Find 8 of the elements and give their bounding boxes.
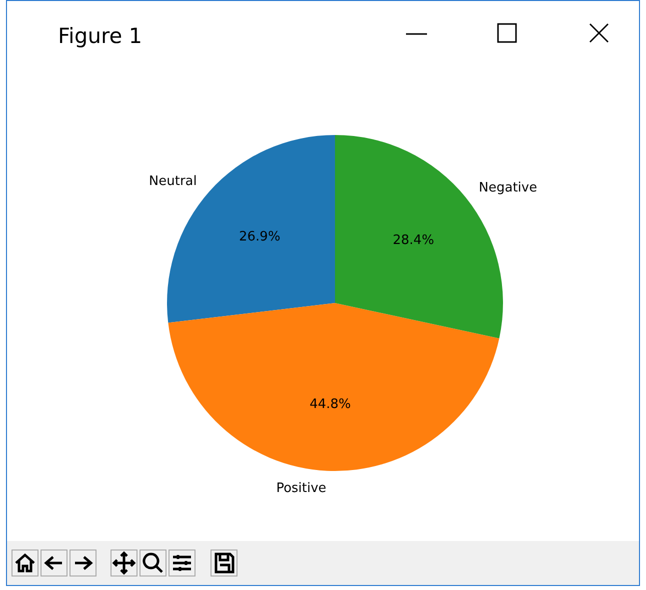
data-label: 26.9% xyxy=(239,230,280,245)
chart-title: Figure 1 xyxy=(58,24,142,48)
data-label: 28.4% xyxy=(392,233,434,248)
data-label: 44.8% xyxy=(310,397,351,412)
slice-label: Neutral xyxy=(148,174,197,189)
pie-slice xyxy=(168,303,500,471)
slice-label: Negative xyxy=(478,180,538,196)
slice-label: Positive xyxy=(276,481,326,496)
